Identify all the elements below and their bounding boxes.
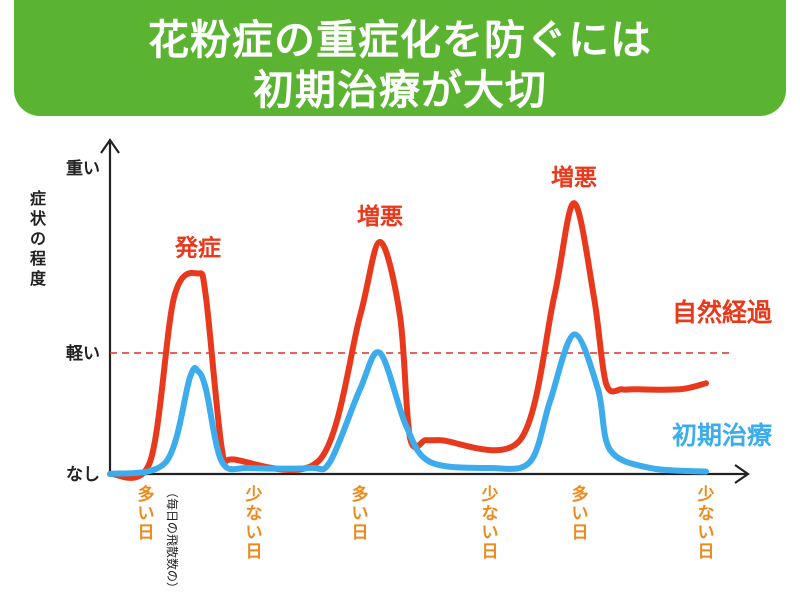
title-line-2: 初期治療が大切 bbox=[253, 66, 547, 114]
x-category-label: 多い日 bbox=[352, 484, 369, 543]
x-category-label: 多い日 bbox=[138, 484, 155, 543]
peak-annotation: 増悪 bbox=[551, 164, 597, 191]
initial-treatment-line bbox=[107, 331, 709, 477]
x-category-label: 多い日 bbox=[572, 484, 589, 543]
x-category-label: 少ない日 bbox=[697, 485, 715, 562]
series-label: 自然経過 bbox=[672, 298, 773, 327]
x-axis-note: （毎日の飛散数の） bbox=[165, 486, 180, 594]
x-category-label: 少ない日 bbox=[245, 485, 263, 562]
y-tick-label: 軽い bbox=[66, 343, 100, 364]
peak-annotation: 発症 bbox=[174, 234, 221, 261]
x-axis bbox=[110, 464, 750, 484]
peak-annotation: 増悪 bbox=[357, 203, 403, 230]
y-tick-label: なし bbox=[66, 465, 100, 485]
natural-course-line bbox=[107, 200, 709, 481]
title-line-1: 花粉症の重症化を防ぐには bbox=[148, 16, 652, 64]
y-axis bbox=[100, 138, 120, 474]
x-category-label: 少ない日 bbox=[481, 485, 499, 562]
y-tick-label: 重い bbox=[66, 158, 100, 179]
series-label: 初期治療 bbox=[672, 421, 772, 450]
title-banner: 花粉症の重症化を防ぐには 初期治療が大切 bbox=[14, 0, 786, 116]
y-axis-title: 症状の程度 bbox=[30, 189, 47, 288]
